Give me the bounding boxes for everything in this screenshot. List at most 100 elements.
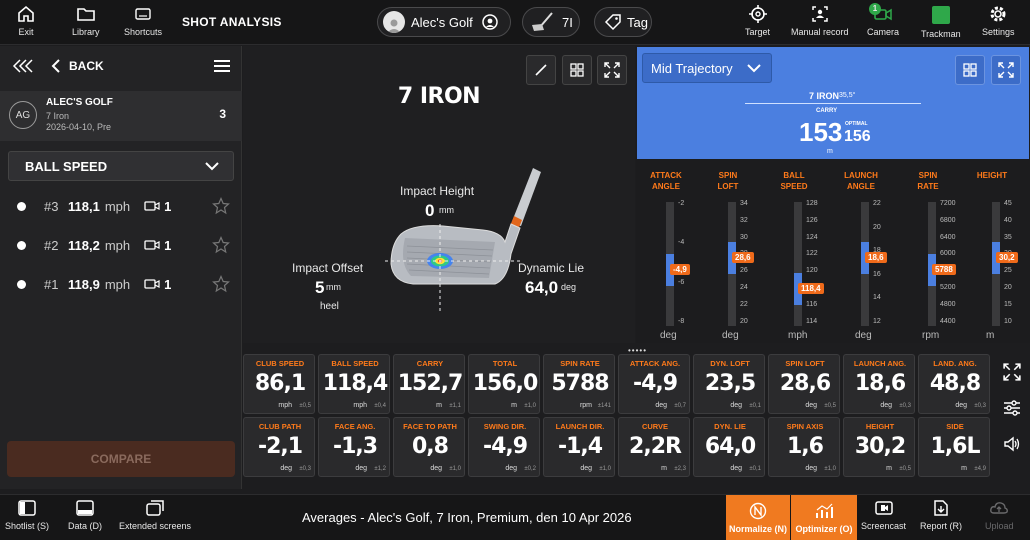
chevron-left-icon[interactable] [51,59,61,73]
scale-tick: 6800 [940,216,956,224]
trackman-button[interactable]: Trackman [921,4,961,39]
stat-card[interactable]: SIDE 1,6L m ±4,9 [918,417,990,477]
stat-unit: mph [353,402,367,409]
sound-button[interactable] [998,430,1026,458]
scale-tick: 4800 [940,300,956,308]
scale-tick: 124 [806,233,818,241]
menu-icon[interactable] [214,60,230,72]
dynamic-lie-value: 64,0 [525,278,559,297]
player-card[interactable]: AG ALEC'S GOLF 7 Iron 2026-04-10, Pre 3 [0,91,242,141]
stat-card[interactable]: DYN. LOFT 23,5 deg ±0,1 [693,354,765,414]
stat-card[interactable]: SPIN AXIS 1,6 deg ±1,0 [768,417,840,477]
shot-row[interactable]: #1 118,9 mph 1 [0,272,242,296]
page-title: SHOT ANALYSIS [182,15,282,29]
shot-number: #2 [44,237,59,253]
stat-card[interactable]: DYN. LIE 64,0 deg ±0,1 [693,417,765,477]
stat-card[interactable]: LAUNCH ANG. 18,6 deg ±0,3 [843,354,915,414]
stat-deviation: ±1,0 [824,466,836,472]
star-icon[interactable] [212,197,230,215]
exit-button[interactable]: Exit [16,4,36,37]
shot-row[interactable]: #3 118,1 mph 1 [0,194,242,218]
settings-button[interactable]: Settings [982,4,1015,37]
stat-card[interactable]: CLUB PATH -2,1 deg ±0,3 [243,417,315,477]
video-camera-icon[interactable] [144,239,160,251]
trajectory-summary: Mid Trajectory 7 IRON 35,5° CARRY 153 OP… [637,47,1029,159]
stat-card[interactable]: BALL SPEED 118,4 mph ±0,4 [318,354,390,414]
stat-label: LAUNCH DIR. [555,422,605,431]
stat-label: SPIN LOFT [785,359,825,368]
stat-value: 5788 [551,371,609,396]
scale-unit: deg [660,330,677,341]
expand-icon [604,62,620,78]
normalize-button[interactable]: Normalize (N) [726,495,790,540]
club-selector[interactable]: 7I [522,7,580,37]
upload-button[interactable]: Upload [985,499,1014,531]
cloud-upload-icon [990,502,1009,514]
stat-unit: deg [430,465,442,472]
star-icon[interactable] [212,275,230,293]
collapse-panel-icon[interactable] [11,58,35,74]
optimizer-button[interactable]: Optimizer (O) [791,495,857,540]
scale-tick: -6 [678,278,685,286]
trajectory-grid-button[interactable] [955,55,985,85]
stat-card[interactable]: CARRY 152,7 m ±1,1 [393,354,465,414]
extended-screens-button[interactable]: Extended screens [119,499,191,531]
video-camera-icon[interactable] [144,278,160,290]
camera-button[interactable]: Camera 1 [867,3,899,37]
shortcuts-button[interactable]: Shortcuts [124,4,162,37]
shot-dot [17,201,26,211]
stat-deviation: ±0,5 [899,466,911,472]
stat-card[interactable]: HEIGHT 30,2 m ±0,5 [843,417,915,477]
stat-card[interactable]: CLUB SPEED 86,1 mph ±0,5 [243,354,315,414]
resize-handle[interactable]: ••••• [628,346,648,355]
tag-button[interactable]: Tag [594,7,652,37]
target-icon [748,5,767,23]
shotlist-button[interactable]: Shotlist (S) [5,499,49,531]
stat-card[interactable]: CURVE 2,2R m ±2,3 [618,417,690,477]
impact-height-unit: mm [439,205,454,215]
trajectory-dropdown[interactable]: Mid Trajectory [642,53,772,83]
report-button[interactable]: Report (R) [920,499,962,531]
stat-card[interactable]: SPIN RATE 5788 rpm ±141 [543,354,615,414]
expand-stats-button[interactable] [998,358,1026,386]
scale-value-badge: 28,6 [732,251,754,263]
target-button[interactable]: Target [745,4,770,37]
stat-card[interactable]: ATTACK ANG. -4,9 deg ±0,7 [618,354,690,414]
shot-video-count: 1 [164,198,172,214]
shot-list-panel: BACK AG ALEC'S GOLF 7 Iron 2026-04-10, P… [0,46,242,489]
screencast-icon [874,501,893,515]
stat-card[interactable]: SWING DIR. -4,9 deg ±0,2 [468,417,540,477]
stat-card[interactable]: FACE TO PATH 0,8 deg ±1,0 [393,417,465,477]
switch-player-icon[interactable] [481,13,499,31]
scale-tick: 120 [806,267,818,275]
back-button[interactable]: BACK [69,59,104,73]
compare-button[interactable]: COMPARE [7,441,235,477]
library-button[interactable]: Library [72,4,100,37]
star-icon[interactable] [212,236,230,254]
draw-line-button[interactable] [526,55,556,85]
player-selector[interactable]: Alec's Golf [377,7,511,37]
video-camera-icon[interactable] [144,200,160,212]
fullscreen-button[interactable] [597,55,627,85]
home-icon [18,5,34,22]
grid-view-button[interactable] [562,55,592,85]
stat-label: SIDE [946,422,964,431]
shot-unit: mph [104,276,131,292]
library-label: Library [72,27,100,37]
stat-card[interactable]: LAUNCH DIR. -1,4 deg ±1,0 [543,417,615,477]
stat-card[interactable]: TOTAL 156,0 m ±1,0 [468,354,540,414]
screencast-button[interactable]: Screencast [861,499,906,531]
stat-card[interactable]: LAND. ANG. 48,8 deg ±0,3 [918,354,990,414]
scale-tick: 122 [806,250,818,258]
scale-tick: 6400 [940,233,956,241]
stat-card[interactable]: FACE ANG. -1,3 deg ±1,2 [318,417,390,477]
avatar [383,11,405,33]
shot-row[interactable]: #2 118,2 mph 1 [0,233,242,257]
manual-record-button[interactable]: Manual record [791,4,849,37]
adjust-stats-button[interactable] [998,394,1026,422]
extended-screens-icon [146,500,164,516]
stat-card[interactable]: SPIN LOFT 28,6 deg ±0,5 [768,354,840,414]
trajectory-fullscreen-button[interactable] [991,55,1021,85]
metric-dropdown[interactable]: BALL SPEED [8,151,234,181]
data-button[interactable]: Data (D) [68,499,102,531]
